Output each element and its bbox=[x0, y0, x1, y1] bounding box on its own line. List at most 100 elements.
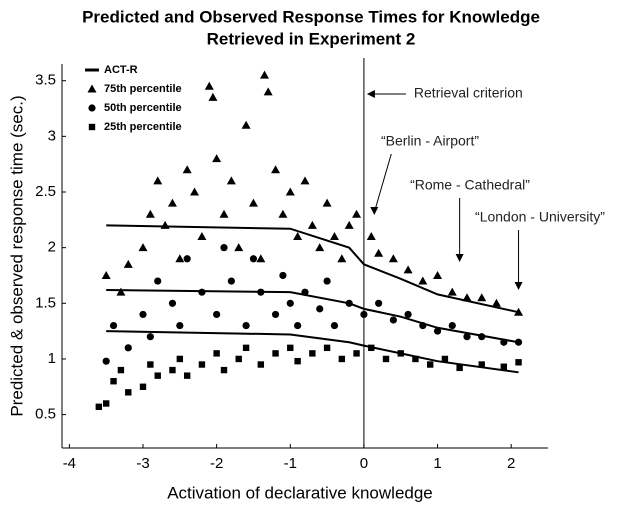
triangle-point bbox=[197, 232, 207, 241]
legend-label: ACT-R bbox=[104, 64, 138, 76]
x-tick-label: 1 bbox=[433, 455, 441, 472]
annotation-arrow-head bbox=[370, 207, 379, 215]
triangle-point bbox=[293, 232, 303, 241]
circle-point bbox=[257, 288, 265, 296]
square-point bbox=[515, 359, 522, 366]
square-point bbox=[382, 355, 390, 363]
circle-point bbox=[448, 321, 456, 330]
triangle-point bbox=[260, 70, 269, 79]
triangle-point bbox=[329, 232, 339, 241]
square-point bbox=[412, 355, 419, 363]
circle-point bbox=[375, 299, 383, 307]
triangle-point bbox=[300, 176, 310, 185]
triangle-point bbox=[315, 243, 325, 252]
circle-point bbox=[279, 271, 287, 280]
circle-point bbox=[294, 321, 302, 330]
square-point bbox=[95, 403, 103, 411]
triangle-point bbox=[190, 187, 200, 196]
y-tick-label: 2 bbox=[48, 239, 56, 256]
triangle-point bbox=[477, 293, 487, 302]
circle-point bbox=[389, 316, 397, 324]
triangle-point bbox=[219, 209, 229, 218]
triangle-point bbox=[167, 198, 177, 207]
y-tick-label: 1 bbox=[48, 350, 56, 367]
x-tick-label: 0 bbox=[360, 455, 368, 472]
triangle-point bbox=[234, 243, 244, 252]
square-point bbox=[441, 355, 449, 363]
triangle-point bbox=[248, 198, 258, 207]
square-point bbox=[397, 350, 404, 357]
x-tick-label: 2 bbox=[507, 455, 515, 472]
circle-point bbox=[176, 321, 184, 330]
square-point bbox=[338, 355, 346, 363]
square-point bbox=[147, 361, 154, 368]
circle-point bbox=[271, 310, 280, 319]
triangle-point bbox=[344, 220, 354, 229]
circle-point bbox=[360, 310, 368, 319]
triangle-point bbox=[447, 287, 457, 296]
circle-point bbox=[404, 310, 412, 319]
model-line bbox=[106, 224, 519, 314]
triangle-point bbox=[278, 209, 288, 218]
legend-swatch bbox=[88, 104, 96, 112]
triangle-point bbox=[256, 254, 266, 263]
square-point bbox=[125, 389, 132, 396]
triangle-point bbox=[307, 220, 317, 229]
circle-point bbox=[419, 321, 427, 330]
square-point bbox=[154, 372, 161, 379]
annotation-arrow-head bbox=[514, 282, 523, 290]
triangle-point bbox=[160, 220, 170, 229]
annotation: “Rome - Cathedral” bbox=[410, 177, 530, 193]
y-tick-label: 2.5 bbox=[35, 183, 56, 200]
square-point bbox=[272, 350, 279, 357]
triangle-point bbox=[491, 298, 501, 307]
square-point bbox=[220, 366, 228, 374]
square-point bbox=[183, 372, 191, 379]
legend-label: 75th percentile bbox=[104, 83, 182, 95]
triangle-point bbox=[388, 254, 398, 263]
square-point bbox=[353, 350, 360, 357]
square-point bbox=[287, 344, 294, 352]
circle-point bbox=[249, 255, 258, 263]
square-point bbox=[102, 400, 110, 407]
circle-point bbox=[345, 299, 353, 307]
y-tick-label: 3.5 bbox=[35, 72, 56, 89]
triangle-point bbox=[263, 87, 273, 96]
square-point bbox=[478, 361, 485, 368]
triangle-point bbox=[138, 243, 148, 252]
circle-point bbox=[183, 255, 191, 263]
circle-point bbox=[433, 327, 442, 335]
triangle-point bbox=[433, 270, 443, 279]
square-point bbox=[169, 366, 176, 374]
triangle-point bbox=[285, 187, 295, 196]
circle-point bbox=[514, 338, 523, 346]
legend-label: 25th percentile bbox=[104, 121, 182, 133]
circle-point bbox=[330, 321, 339, 330]
circle-point bbox=[220, 244, 228, 252]
annotation-arrow-head bbox=[455, 254, 464, 262]
circle-point bbox=[227, 277, 235, 285]
model-line bbox=[106, 330, 519, 374]
annotation-arrow bbox=[374, 153, 392, 210]
triangle-point bbox=[116, 287, 126, 296]
circle-point bbox=[478, 333, 486, 341]
square-point bbox=[323, 344, 331, 352]
legend-label: 50th percentile bbox=[104, 102, 182, 114]
circle-point bbox=[154, 277, 162, 285]
square-point bbox=[368, 344, 375, 352]
x-axis-label: Activation of declarative knowledge bbox=[167, 483, 433, 502]
circle-point bbox=[463, 333, 471, 341]
triangle-point bbox=[403, 265, 413, 274]
triangle-point bbox=[153, 176, 163, 185]
square-point bbox=[456, 364, 463, 372]
annotation: “London - University” bbox=[475, 209, 605, 225]
triangle-point bbox=[123, 259, 133, 268]
triangle-point bbox=[462, 293, 472, 302]
square-point bbox=[426, 361, 434, 368]
square-point bbox=[235, 355, 242, 363]
triangle-point bbox=[366, 232, 376, 241]
square-point bbox=[110, 378, 117, 385]
circle-point bbox=[323, 277, 331, 285]
circle-point bbox=[124, 344, 132, 352]
y-axis-label: Predicted & observed response time (sec.… bbox=[7, 95, 26, 416]
